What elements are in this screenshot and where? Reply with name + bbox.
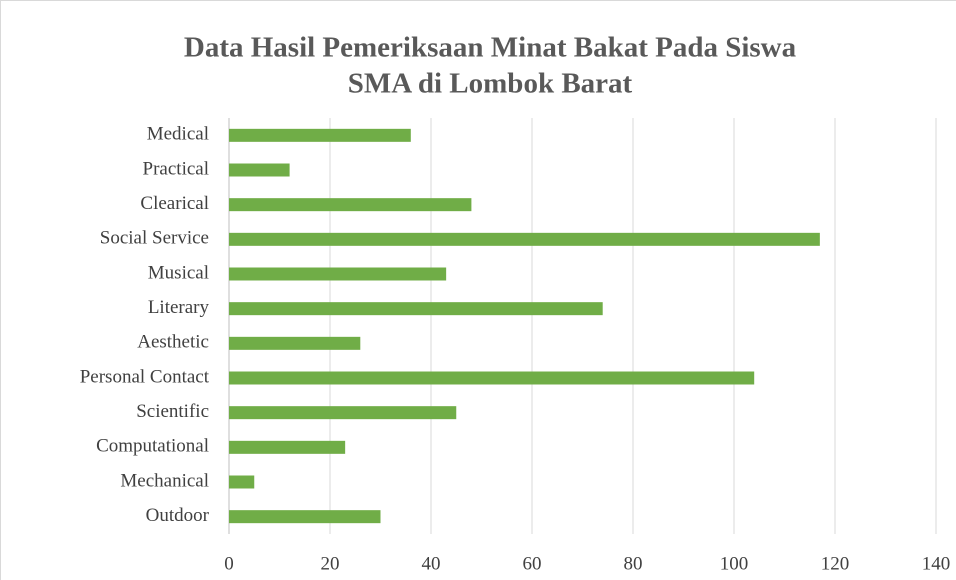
y-tick-label: Outdoor [146,505,210,526]
x-tick-label: 120 [821,553,850,574]
chart-title: SMA di Lombok Barat [348,68,633,100]
bar [229,371,755,385]
bar [229,336,361,350]
x-tick-label: 100 [720,553,749,574]
x-tick-label: 40 [422,553,441,574]
x-tick-label: 80 [624,553,643,574]
bar [229,440,346,454]
bar [229,163,290,177]
bar [229,475,255,489]
chart-title: Data Hasil Pemeriksaan Minat Bakat Pada … [184,32,797,64]
y-tick-label: Practical [143,158,209,179]
x-tick-label: 140 [922,553,951,574]
y-tick-label: Literary [148,297,210,318]
bar [229,232,820,246]
y-tick-label: Musical [148,262,209,283]
bar [229,198,472,212]
y-tick-label: Social Service [100,228,209,249]
bar [229,406,457,420]
y-tick-label: Mechanical [120,470,209,491]
x-tick-label: 60 [523,553,542,574]
y-tick-label: Clearical [140,193,209,214]
y-tick-label: Aesthetic [137,332,209,353]
x-tick-label: 0 [224,553,234,574]
y-tick-label: Personal Contact [80,366,210,387]
bar [229,302,603,316]
bar [229,128,411,142]
y-tick-label: Scientific [136,401,209,422]
x-tick-label: 20 [321,553,340,574]
bar [229,267,447,281]
bar [229,510,381,524]
y-tick-label: Computational [96,436,209,457]
y-tick-label: Medical [147,124,209,145]
